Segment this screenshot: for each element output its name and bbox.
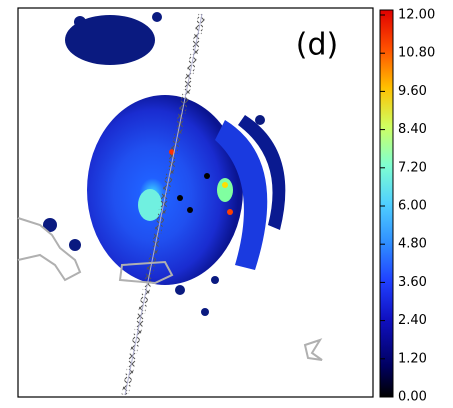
colorbar-tick-label: 10.80 [398,46,435,61]
colorbar-tick-label: 4.80 [398,237,427,252]
radar-field [43,12,286,316]
colorbar-tick-label: 6.00 [398,199,427,214]
flight-track-line [124,13,203,396]
panel-label: (d) [296,28,338,63]
coastline [17,217,323,361]
colorbar-tick-label: 1.20 [398,351,427,366]
colorbar-tick-label: 3.60 [398,275,427,290]
colorbar-tick-label: 0.00 [398,390,427,405]
colorbar-tick-label: 7.20 [398,160,427,175]
colorbar [379,9,394,398]
colorbar-tick-label: 8.40 [398,122,427,137]
colorbar-tick-label: 9.60 [398,84,427,99]
colorbar-tick-label: 12.00 [398,8,435,23]
colorbar-tick-label: 2.40 [398,313,427,328]
